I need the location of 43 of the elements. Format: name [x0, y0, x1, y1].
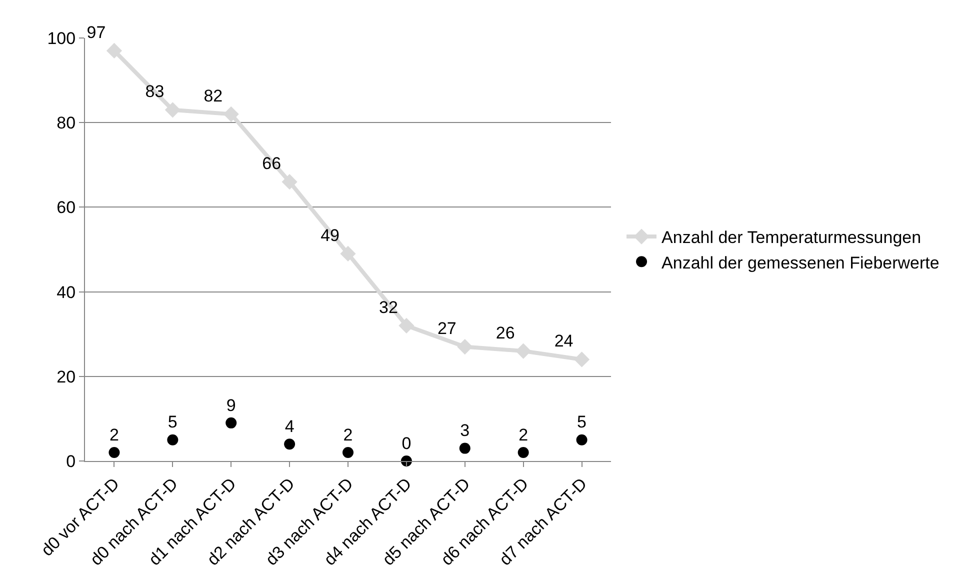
point: [226, 417, 237, 428]
data-label: 27: [437, 319, 456, 338]
data-label: 66: [262, 154, 282, 174]
point: [342, 447, 354, 458]
data-label: 32: [379, 298, 398, 317]
data-label: 3: [460, 421, 470, 440]
data-label: 9: [226, 396, 236, 415]
y-tick-label: 40: [56, 282, 76, 302]
point: [574, 352, 590, 368]
data-label: 82: [204, 86, 223, 106]
data-label: 49: [320, 226, 340, 245]
point: [516, 343, 532, 359]
data-label: 0: [402, 434, 412, 453]
point: [576, 434, 588, 446]
point: [340, 246, 356, 262]
point: [284, 438, 296, 450]
data-label: 2: [343, 425, 353, 444]
y-tick-label: 80: [56, 114, 76, 133]
point: [398, 318, 414, 334]
legend-label: Anzahl der gemessenen Fieberwerte: [662, 253, 940, 272]
point: [167, 434, 178, 446]
data-label: 83: [145, 82, 164, 102]
point: [459, 442, 470, 454]
point: [108, 447, 120, 458]
data-label: 2: [109, 425, 119, 444]
point: [457, 338, 473, 355]
data-label: 2: [518, 425, 528, 444]
point: [282, 174, 298, 190]
legend-label: Anzahl der Temperaturmessungen: [662, 228, 922, 248]
point: [106, 42, 122, 58]
data-label: 5: [168, 412, 178, 432]
data-label: 26: [496, 323, 515, 342]
y-tick-label: 60: [56, 198, 76, 218]
data-label: 97: [86, 22, 106, 42]
point: [518, 447, 529, 458]
point: [164, 102, 180, 118]
y-tick-label: 100: [47, 28, 76, 48]
point: [223, 106, 239, 122]
data-label: 24: [554, 332, 574, 351]
data-label: 4: [284, 416, 294, 436]
y-tick-label: 0: [66, 452, 76, 471]
data-label: 5: [577, 412, 587, 432]
y-tick-label: 20: [56, 367, 76, 386]
